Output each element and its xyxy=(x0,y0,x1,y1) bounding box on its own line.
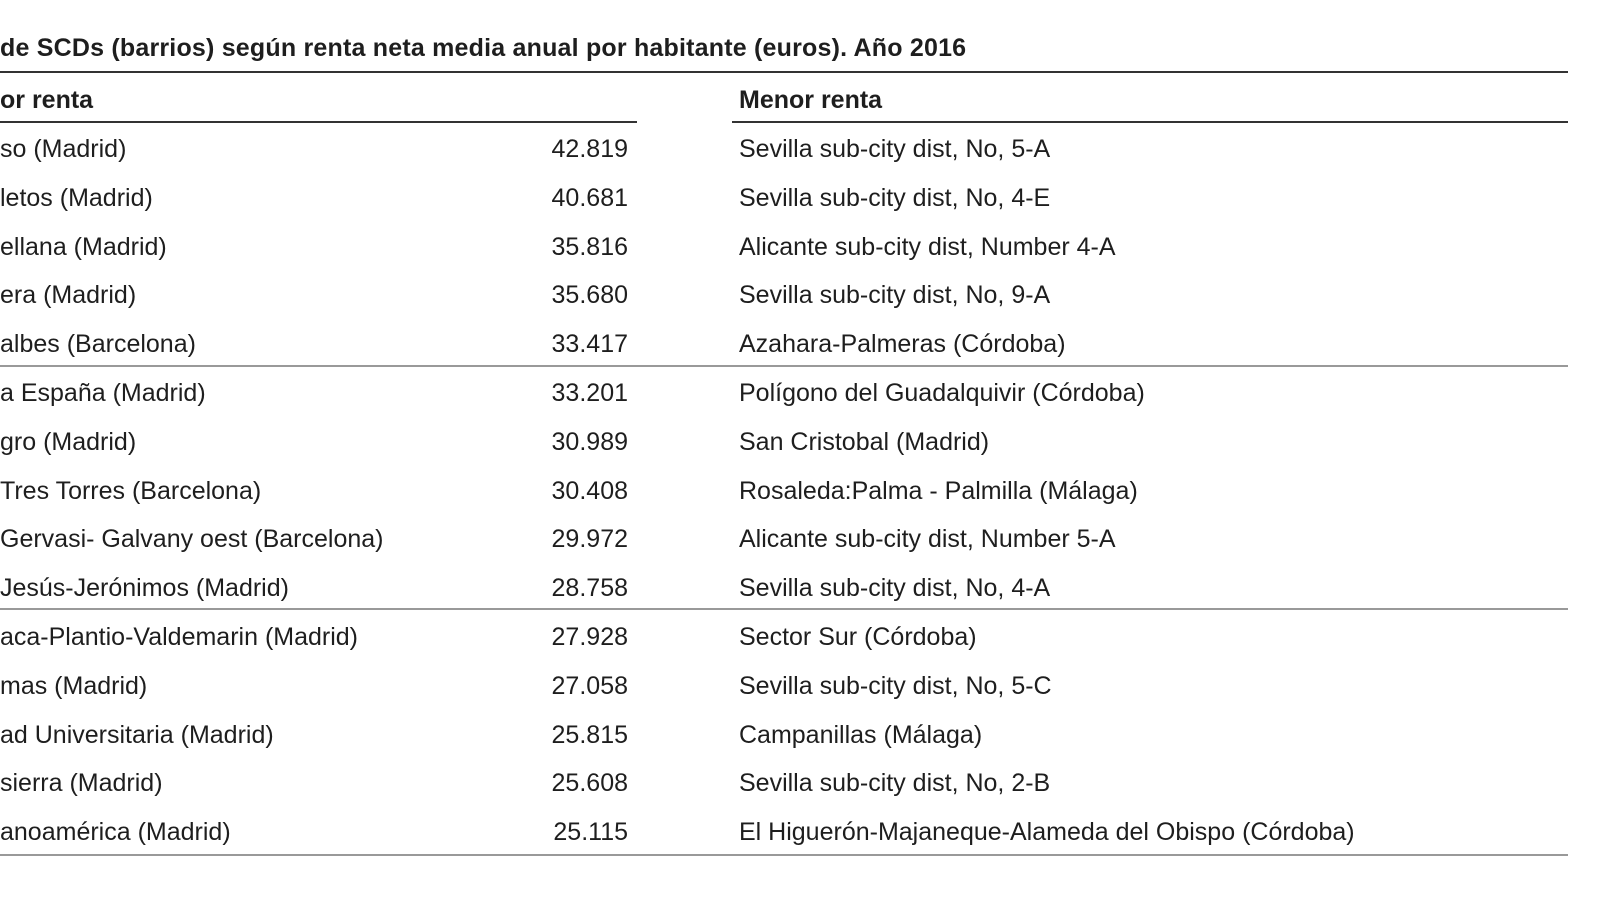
row-renta-value: 28.758 xyxy=(551,574,628,603)
table-row: mas (Madrid) 27.058 Sevilla sub-city dist,… xyxy=(0,672,1600,720)
bottom-rule xyxy=(0,854,1568,856)
top-rule xyxy=(0,71,1568,73)
row-menor-name: Campanillas (Málaga) xyxy=(739,720,983,749)
row-mayor-name: albes (Barcelona) xyxy=(0,330,196,359)
row-renta-value: 30.408 xyxy=(551,476,628,505)
row-renta-value: 35.816 xyxy=(551,232,628,261)
row-mayor-name: Gervasi- Galvany oest (Barcelona) xyxy=(0,525,384,554)
table-row: so (Madrid) 42.819 Sevilla sub-city dist, … xyxy=(0,135,1600,183)
row-renta-value: 30.989 xyxy=(551,427,628,456)
row-menor-name: San Cristobal (Madrid) xyxy=(739,427,990,456)
table-row: aca-Plantio-Valdemarin (Madrid) 27.928 Sec… xyxy=(0,623,1600,671)
row-mayor-name: mas (Madrid) xyxy=(0,671,148,700)
row-renta-value: 27.058 xyxy=(551,671,628,700)
row-renta-value: 25.815 xyxy=(551,720,628,749)
row-mayor-name: aca-Plantio-Valdemarin (Madrid) xyxy=(0,623,359,651)
row-menor-name: Sevilla sub-city dist, No, 4-E xyxy=(739,183,1051,212)
row-menor-name: Alicante sub-city dist, Number 4-A xyxy=(739,232,1116,261)
group-separator xyxy=(0,608,1568,610)
row-menor-name: Sevilla sub-city dist, No, 9-A xyxy=(739,281,1051,310)
table-row: a España (Madrid) 33.201 Polígono del Guad… xyxy=(0,379,1600,427)
row-mayor-name: Tres Torres (Barcelona) xyxy=(0,476,262,505)
row-menor-name: El Higuerón-Majaneque-Alameda del Obispo… xyxy=(739,818,1355,847)
row-menor-name: Alicante sub-city dist, Number 5-A xyxy=(739,525,1116,554)
row-mayor-name: Jesús-Jerónimos (Madrid) xyxy=(0,574,289,603)
table-row: era (Madrid) 35.680 Sevilla sub-city dist,… xyxy=(0,281,1600,329)
table-row: gro (Madrid) 30.989 San Cristobal (Madrid) xyxy=(0,428,1600,476)
row-renta-value: 33.417 xyxy=(551,330,628,359)
row-menor-name: Polígono del Guadalquivir (Córdoba) xyxy=(739,379,1145,407)
table-row: Gervasi- Galvany oest (Barcelona) 29.972 A… xyxy=(0,525,1600,573)
row-renta-value: 35.680 xyxy=(551,281,628,310)
row-mayor-name: anoamérica (Madrid) xyxy=(0,818,231,847)
row-renta-value: 25.115 xyxy=(553,818,628,847)
row-menor-name: Sector Sur (Córdoba) xyxy=(739,623,977,651)
table-row: Tres Torres (Barcelona) 30.408 Rosaleda:Pa… xyxy=(0,477,1600,525)
row-renta-value: 25.608 xyxy=(551,769,628,798)
table-row: anoamérica (Madrid) 25.115 El Higuerón-Maj… xyxy=(0,818,1600,866)
row-mayor-name: sierra (Madrid) xyxy=(0,769,163,798)
table-row: letos (Madrid) 40.681 Sevilla sub-city dis… xyxy=(0,184,1600,232)
row-mayor-name: ad Universitaria (Madrid) xyxy=(0,720,274,749)
row-menor-name: Sevilla sub-city dist, No, 5-C xyxy=(739,671,1052,700)
table-row: sierra (Madrid) 25.608 Sevilla sub-city di… xyxy=(0,769,1600,817)
table-row: ad Universitaria (Madrid) 25.815 Campanill… xyxy=(0,721,1600,769)
row-mayor-name: gro (Madrid) xyxy=(0,427,137,456)
row-menor-name: Sevilla sub-city dist, No, 5-A xyxy=(739,135,1051,163)
row-menor-name: Azahara-Palmeras (Córdoba) xyxy=(739,330,1066,359)
row-mayor-name: ellana (Madrid) xyxy=(0,232,167,261)
row-renta-value: 33.201 xyxy=(551,379,628,407)
row-mayor-name: a España (Madrid) xyxy=(0,379,206,407)
row-renta-value: 29.972 xyxy=(551,525,628,554)
header-mayor-renta: or renta xyxy=(0,86,94,114)
group-separator xyxy=(0,365,1568,367)
row-mayor-name: era (Madrid) xyxy=(0,281,137,310)
header-rule-left xyxy=(0,121,637,123)
table-row: ellana (Madrid) 35.816 Alicante sub-city d… xyxy=(0,233,1600,281)
row-renta-value: 40.681 xyxy=(551,183,628,212)
row-mayor-name: letos (Madrid) xyxy=(0,183,153,212)
table-row: albes (Barcelona) 33.417 Azahara-Palmeras … xyxy=(0,330,1600,378)
header-rule-right xyxy=(732,121,1568,123)
table-row: Jesús-Jerónimos (Madrid) 28.758 Sevilla su… xyxy=(0,574,1600,622)
row-mayor-name: so (Madrid) xyxy=(0,135,127,163)
header-menor-renta: Menor renta xyxy=(739,86,883,114)
table-title: de SCDs (barrios) según renta neta media… xyxy=(0,34,967,62)
row-menor-name: Sevilla sub-city dist, No, 2-B xyxy=(739,769,1051,798)
row-menor-name: Rosaleda:Palma - Palmilla (Málaga) xyxy=(739,476,1138,505)
row-renta-value: 42.819 xyxy=(551,135,628,163)
row-menor-name: Sevilla sub-city dist, No, 4-A xyxy=(739,574,1051,603)
row-renta-value: 27.928 xyxy=(551,623,628,651)
